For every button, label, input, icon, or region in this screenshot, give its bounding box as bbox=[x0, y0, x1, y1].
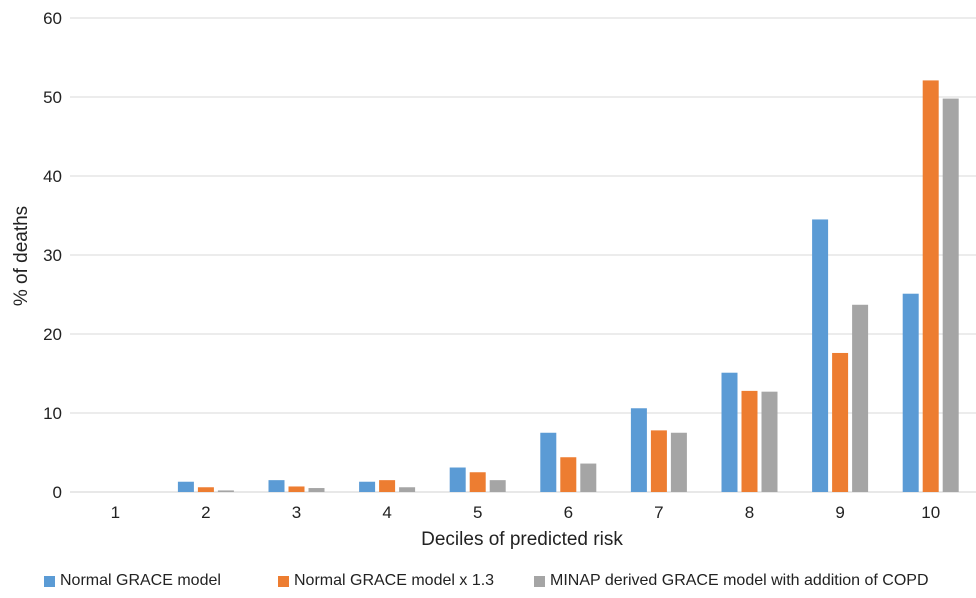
legend-item-series-1: Normal GRACE model bbox=[44, 572, 221, 590]
legend-label-series-3: MINAP derived GRACE model with addition … bbox=[550, 572, 929, 589]
x-tick-label: 8 bbox=[745, 503, 754, 522]
bar-series-3-decile-7 bbox=[670, 432, 687, 492]
bar-series-3-decile-5 bbox=[489, 480, 506, 492]
bar-series-2-decile-3 bbox=[288, 486, 305, 492]
bar-series-2-decile-9 bbox=[832, 352, 849, 492]
legend: Normal GRACE model Normal GRACE model x … bbox=[0, 572, 976, 596]
bar-series-2-decile-7 bbox=[650, 430, 667, 492]
x-tick-label: 6 bbox=[564, 503, 573, 522]
bar-series-2-decile-6 bbox=[560, 457, 577, 492]
legend-label-series-2: Normal GRACE model x 1.3 bbox=[294, 572, 495, 589]
bar-series-3-decile-4 bbox=[399, 487, 416, 492]
legend-swatch-series-3 bbox=[534, 575, 545, 587]
bars bbox=[177, 80, 959, 492]
x-tick-label: 1 bbox=[111, 503, 120, 522]
bar-series-3-decile-3 bbox=[308, 488, 325, 492]
x-tick-label: 10 bbox=[921, 503, 940, 522]
legend-label-series-1: Normal GRACE model bbox=[60, 572, 221, 589]
bar-series-1-decile-5 bbox=[449, 467, 466, 492]
y-tick-label: 60 bbox=[43, 9, 62, 28]
bar-series-2-decile-4 bbox=[379, 480, 396, 492]
x-tick-label: 4 bbox=[382, 503, 391, 522]
bar-series-1-decile-3 bbox=[268, 480, 285, 492]
y-tick-label: 30 bbox=[43, 246, 62, 265]
y-tick-label: 40 bbox=[43, 167, 62, 186]
y-tick-label: 20 bbox=[43, 325, 62, 344]
bar-series-3-decile-9 bbox=[852, 304, 869, 492]
y-tick-label: 0 bbox=[53, 483, 62, 502]
x-tick-label: 3 bbox=[292, 503, 301, 522]
bar-series-2-decile-2 bbox=[197, 487, 214, 492]
legend-swatch-series-1 bbox=[44, 575, 55, 587]
bar-series-1-decile-9 bbox=[812, 219, 829, 492]
bar-series-1-decile-2 bbox=[177, 481, 194, 492]
bar-series-3-decile-10 bbox=[942, 98, 959, 492]
y-tick-label: 10 bbox=[43, 404, 62, 423]
y-tick-label: 50 bbox=[43, 88, 62, 107]
bar-series-2-decile-10 bbox=[922, 80, 939, 492]
legend-item-series-3: MINAP derived GRACE model with addition … bbox=[534, 572, 929, 590]
bar-series-1-decile-8 bbox=[721, 372, 738, 492]
legend-swatch-series-2 bbox=[278, 575, 289, 587]
x-tick-label: 5 bbox=[473, 503, 482, 522]
x-tick-label: 9 bbox=[835, 503, 844, 522]
bar-series-1-decile-7 bbox=[630, 408, 647, 492]
bar-series-1-decile-4 bbox=[359, 481, 376, 492]
bar-chart: 0 10 20 30 40 50 60 1 2 3 4 5 6 7 8 9 10 % of deaths De… bbox=[11, 9, 976, 550]
bar-series-3-decile-8 bbox=[761, 391, 778, 492]
x-tick-label: 2 bbox=[201, 503, 210, 522]
bar-series-1-decile-10 bbox=[902, 293, 919, 492]
x-axis-title: Deciles of predicted risk bbox=[421, 529, 623, 550]
bar-series-3-decile-6 bbox=[580, 463, 597, 492]
bar-series-1-decile-6 bbox=[540, 432, 557, 492]
bar-series-2-decile-8 bbox=[741, 390, 758, 492]
y-axis-title: % of deaths bbox=[11, 206, 32, 306]
bar-series-2-decile-5 bbox=[469, 472, 486, 492]
x-axis-ticks: 1 2 3 4 5 6 7 8 9 10 bbox=[111, 503, 941, 522]
bar-series-3-decile-2 bbox=[217, 490, 234, 492]
legend-item-series-2: Normal GRACE model x 1.3 bbox=[278, 572, 494, 590]
y-axis-ticks: 0 10 20 30 40 50 60 bbox=[43, 9, 62, 502]
x-tick-label: 7 bbox=[654, 503, 663, 522]
